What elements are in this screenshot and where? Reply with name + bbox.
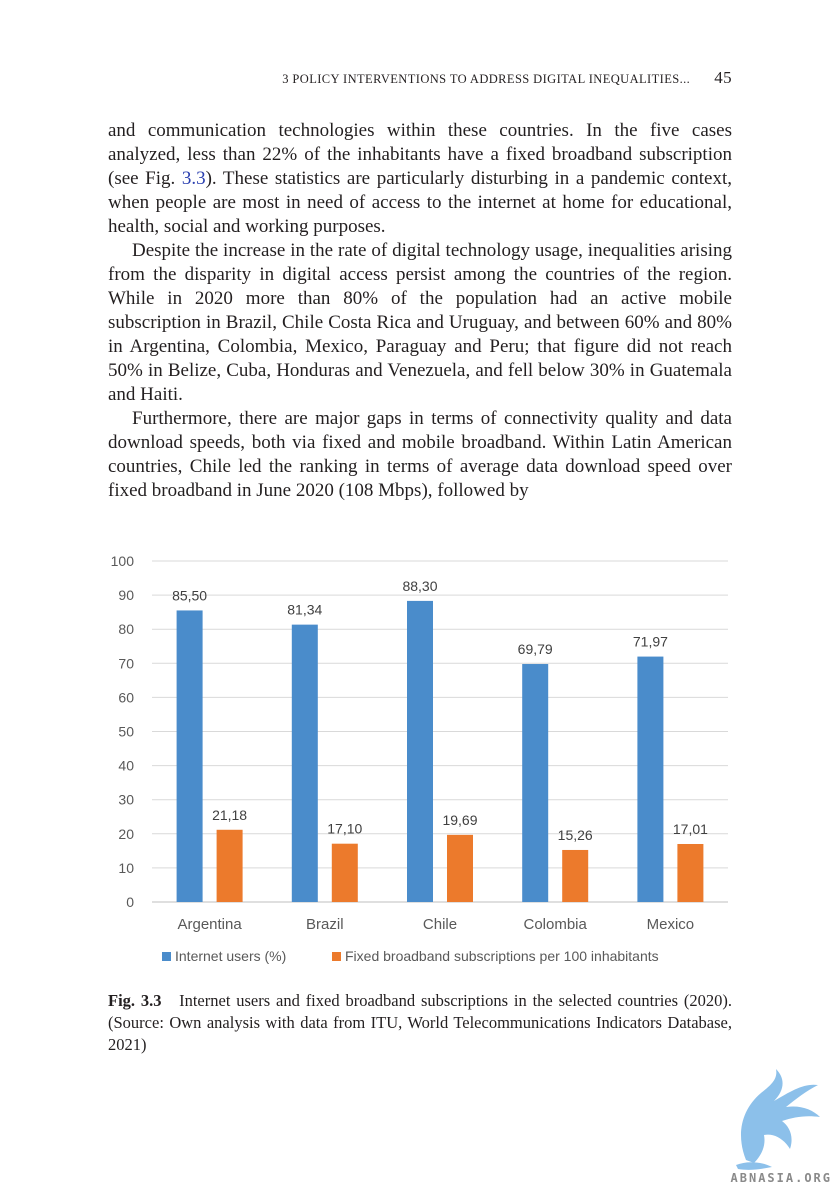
data-label: 15,26 [558,827,593,843]
bar-internet-users [637,656,664,902]
data-label: 88,30 [402,578,437,594]
x-tick-label: Argentina [177,916,242,933]
bar-fixed-broadband [677,843,704,902]
y-tick-label: 50 [118,724,134,740]
caption-label: Fig. 3.3 [108,991,162,1010]
legend-swatch [162,952,171,961]
data-label: 71,97 [633,634,668,650]
y-tick-label: 60 [118,689,134,705]
bar-internet-users [407,600,433,902]
bar-internet-users [522,664,549,902]
legend-entry: Internet users (%) [175,948,286,964]
chart-svg: 0 10 20 30 40 50 60 70 80 90 100 85,50 21,18 Argentin… [111,553,728,964]
x-tick-label: Chile [423,916,457,933]
body-text: and communication technologies within th… [108,119,732,503]
y-tick-label: 0 [126,894,134,910]
data-label: 19,69 [442,812,477,828]
legend-swatch [332,952,341,961]
paragraph-1-text-a: and communication technologies within th… [108,120,732,189]
data-label: 21,18 [212,807,247,823]
paragraph-3: Furthermore, there are major gaps in ter… [108,408,732,501]
x-tick-label: Colombia [524,916,588,933]
x-tick-label: Brazil [306,916,344,933]
y-tick-label: 40 [118,758,134,774]
data-label: 17,01 [673,821,708,837]
page-number: 45 [714,68,732,87]
y-tick-label: 90 [118,587,134,603]
data-label: 69,79 [518,641,553,657]
bar-fixed-broadband [216,829,243,902]
y-tick-label: 70 [118,655,134,671]
data-label: 85,50 [172,587,207,603]
bar-fixed-broadband [562,849,589,902]
caption-text: Internet users and fixed broadband subsc… [108,991,733,1054]
bar-chart: 0 10 20 30 40 50 60 70 80 90 100 85,50 21,18 Argentin… [104,545,736,985]
dragon-logo-icon [716,1065,826,1185]
y-tick-label: 100 [111,553,135,569]
bar-fixed-broadband [331,843,358,902]
watermark-text: ABNASIA.ORG [730,1171,832,1185]
data-label: 81,34 [287,602,322,618]
paragraph-2: Despite the increase in the rate of digi… [108,240,732,405]
figure-reference-link[interactable]: 3.3 [181,168,206,189]
legend-entry: Fixed broadband subscriptions per 100 in… [345,948,659,964]
y-tick-label: 80 [118,621,134,637]
bar-fixed-broadband [447,834,473,902]
running-header: 3 POLICY INTERVENTIONS TO ADDRESS DIGITA… [108,68,732,94]
y-tick-label: 10 [118,860,134,876]
paragraph-1-text-b: ). These statistics are particularly dis… [108,168,732,237]
bar-internet-users [176,610,203,902]
data-label: 17,10 [327,821,362,837]
paragraph-1: and communication technologies within th… [108,119,732,239]
figure-caption: Fig. 3.3 Internet users and fixed broadb… [108,990,732,1056]
x-tick-label: Mexico [647,916,695,933]
y-tick-label: 20 [118,826,134,842]
bar-internet-users [291,624,318,902]
running-title: 3 POLICY INTERVENTIONS TO ADDRESS DIGITA… [282,72,691,86]
y-tick-label: 30 [118,792,134,808]
